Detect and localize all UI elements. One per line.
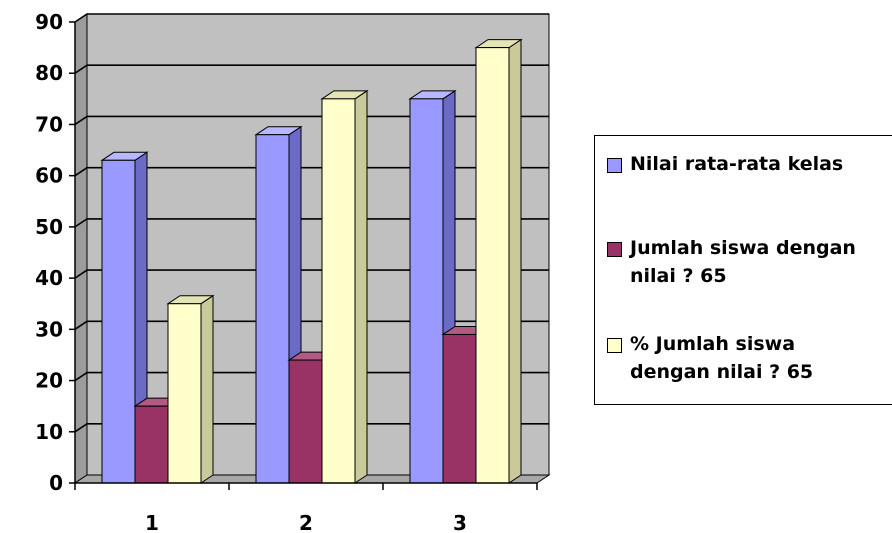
legend: Nilai rata-rata kelas Jumlah siswa denga… (594, 135, 892, 405)
y-tick-label-30: 30 (35, 317, 63, 341)
bar-side (354, 89, 368, 484)
y-tick-label-70: 70 (35, 112, 63, 136)
y-tick-label-20: 20 (35, 369, 63, 393)
x-tick-label-3: 3 (453, 511, 467, 533)
gridline-60 (74, 166, 549, 177)
bar-3-series-3 (474, 38, 523, 484)
legend-swatch-3 (607, 338, 622, 353)
gridline-70 (74, 115, 549, 126)
x-tick-label-2: 2 (299, 511, 313, 533)
bar-side (200, 294, 214, 484)
y-tick-label-40: 40 (35, 266, 63, 290)
legend-swatch-2 (607, 242, 622, 257)
y-tick-label-90: 90 (35, 10, 63, 34)
bar-1-series-3 (166, 294, 215, 484)
gridline-50 (74, 218, 549, 228)
bar-side (508, 38, 522, 484)
bar-front (255, 134, 290, 484)
gridline-80 (74, 64, 549, 74)
x-tick-labels: 1 2 3 (145, 511, 467, 533)
legend-label-3: % Jumlah siswa dengan nilai ? 65 (630, 333, 814, 383)
bar-front (442, 333, 477, 484)
y-tick-label-80: 80 (35, 61, 63, 85)
bars (100, 38, 523, 484)
legend-item-3: % Jumlah siswa dengan nilai ? 65 (607, 330, 892, 386)
left-wall (74, 13, 88, 484)
legend-item-2: Jumlah siswa dengan nilai ? 65 (607, 234, 892, 290)
bar-front (409, 98, 444, 484)
bar-front (288, 359, 323, 484)
grid-lines (74, 13, 549, 433)
gridline-40 (74, 269, 549, 279)
bar-front (321, 98, 356, 484)
y-tick-label-60: 60 (35, 164, 63, 188)
bar-front (167, 303, 202, 484)
legend-item-1: Nilai rata-rata kelas (607, 150, 892, 178)
bar-front (475, 47, 510, 484)
y-tick-labels: 0 10 20 30 40 50 60 70 80 90 (35, 10, 63, 495)
gridline-10 (74, 422, 549, 433)
legend-label-1: Nilai rata-rata kelas (630, 153, 844, 175)
gridline-90 (74, 13, 549, 23)
y-tick-label-50: 50 (35, 215, 63, 239)
x-tick-label-1: 1 (145, 511, 159, 533)
bar-front (134, 405, 169, 484)
gridline-30 (74, 320, 549, 330)
bar-front (101, 159, 136, 484)
y-tick-label-10: 10 (35, 420, 63, 444)
legend-label-2: Jumlah siswa dengan nilai ? 65 (630, 237, 856, 287)
bar-2-series-3 (320, 89, 369, 484)
legend-swatch-1 (607, 158, 622, 173)
axes (69, 21, 538, 490)
y-tick-label-0: 0 (49, 471, 63, 495)
gridline-20 (74, 371, 549, 382)
